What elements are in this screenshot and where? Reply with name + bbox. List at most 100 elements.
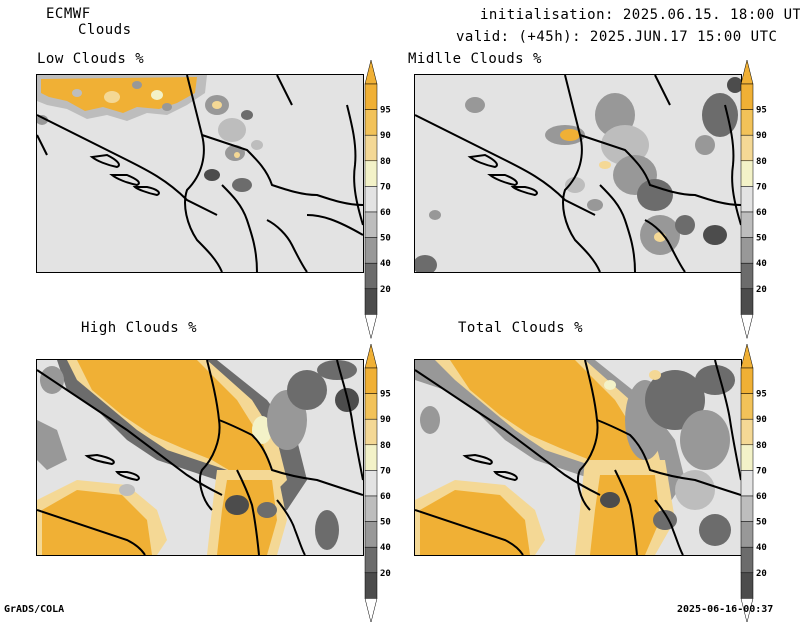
colorbar-total: 95 90 80 70 60 50 40 20 xyxy=(740,343,781,622)
colorbar-swatch xyxy=(740,470,754,497)
colorbar-label: 20 xyxy=(380,569,391,579)
borders-total xyxy=(415,360,741,555)
colorbar-arrow-top xyxy=(364,59,378,85)
colorbar-swatch xyxy=(364,418,378,446)
colorbar-label: 20 xyxy=(756,285,767,295)
colorbar-label: 40 xyxy=(756,543,767,553)
colorbar-swatch xyxy=(364,160,378,187)
colorbar-label: 60 xyxy=(380,492,391,502)
colorbar-label: 80 xyxy=(380,441,391,451)
borders-low xyxy=(37,75,363,272)
colorbar-label: 60 xyxy=(756,208,767,218)
colorbar-arrow-bottom xyxy=(364,598,378,622)
colorbar-label: 80 xyxy=(756,157,767,167)
colorbar-swatch xyxy=(364,83,378,110)
colorbar-label: 90 xyxy=(756,131,767,141)
colorbar-label: 20 xyxy=(756,569,767,579)
colorbar-swatch xyxy=(364,288,378,315)
model-name: ECMWF xyxy=(46,6,91,22)
colorbar-label: 50 xyxy=(380,234,391,244)
colorbar-swatch xyxy=(740,521,754,548)
colorbar-swatch xyxy=(740,495,754,522)
colorbar-arrow-bottom xyxy=(740,598,754,622)
panel-title-middle: Midlle Clouds % xyxy=(408,51,542,67)
colorbar-swatch xyxy=(364,367,378,394)
map-panel-low xyxy=(36,74,364,273)
colorbar-swatch xyxy=(364,470,378,497)
colorbar-label: 90 xyxy=(756,415,767,425)
colorbar-label: 50 xyxy=(756,234,767,244)
colorbar-label: 90 xyxy=(380,131,391,141)
colorbar-swatch xyxy=(740,186,754,213)
colorbar-label: 70 xyxy=(380,182,391,192)
colorbar-label: 50 xyxy=(380,518,391,528)
colorbar-swatch xyxy=(740,288,754,315)
map-panel-total xyxy=(414,359,742,556)
panel-title-low: Low Clouds % xyxy=(37,51,145,67)
colorbar-swatch xyxy=(364,495,378,522)
map-panel-high xyxy=(36,359,364,556)
colorbar-label: 50 xyxy=(756,518,767,528)
colorbar-label: 70 xyxy=(756,182,767,192)
colorbar-swatch xyxy=(740,211,754,238)
colorbar-label: 70 xyxy=(380,466,391,476)
footer-credit: GrADS/COLA xyxy=(4,604,65,615)
borders-middle xyxy=(415,75,741,272)
colorbar-swatch xyxy=(364,186,378,213)
colorbar-swatch xyxy=(740,160,754,187)
init-time: initialisation: 2025.06.15. 18:00 UTC xyxy=(480,7,800,23)
colorbar-swatch xyxy=(740,572,754,599)
colorbar-middle: 95 90 80 70 60 50 40 20 xyxy=(740,59,781,339)
colorbar-label: 80 xyxy=(380,157,391,167)
map-panel-middle xyxy=(414,74,742,273)
colorbar-swatch xyxy=(740,83,754,110)
colorbar-swatch xyxy=(364,546,378,574)
colorbar-label: 90 xyxy=(380,415,391,425)
colorbar-label: 40 xyxy=(380,543,391,553)
colorbar-label: 70 xyxy=(756,466,767,476)
colorbar-label: 60 xyxy=(380,208,391,218)
colorbar-arrow-bottom xyxy=(364,314,378,339)
colorbar-swatch xyxy=(364,237,378,264)
colorbar-swatch xyxy=(740,109,754,136)
panel-title-high: High Clouds % xyxy=(81,320,198,336)
colorbar-label: 40 xyxy=(756,259,767,269)
colorbar-arrow-top xyxy=(740,343,754,369)
colorbar-arrow-bottom xyxy=(740,314,754,339)
colorbar-swatch xyxy=(740,134,754,162)
colorbar-swatch xyxy=(364,444,378,471)
colorbar-label: 95 xyxy=(380,390,391,400)
colorbar-swatch xyxy=(364,134,378,162)
colorbar-swatch xyxy=(740,393,754,420)
colorbar-label: 60 xyxy=(756,492,767,502)
valid-time: valid: (+45h): 2025.JUN.17 15:00 UTC xyxy=(456,29,778,45)
colorbar-swatch xyxy=(364,211,378,238)
colorbar-label: 80 xyxy=(756,441,767,451)
colorbar-swatch xyxy=(740,237,754,264)
colorbar-low: 95 90 80 70 60 50 40 20 xyxy=(364,59,405,339)
colorbar-swatch xyxy=(364,393,378,420)
cloud-field-high xyxy=(37,360,359,555)
colorbar-swatch xyxy=(740,262,754,290)
colorbar-swatch xyxy=(740,444,754,471)
colorbar-swatch xyxy=(364,109,378,136)
colorbar-swatch xyxy=(364,572,378,599)
cloud-field-low xyxy=(37,75,263,192)
colorbar-swatch xyxy=(364,262,378,290)
borders-high xyxy=(37,360,363,555)
colorbar-label: 40 xyxy=(380,259,391,269)
colorbar-swatch xyxy=(740,367,754,394)
colorbar-arrow-top xyxy=(740,59,754,85)
colorbar-swatch xyxy=(740,546,754,574)
colorbar-arrow-top xyxy=(364,343,378,369)
footer-timestamp: 2025-06-16-00:37 xyxy=(677,604,774,615)
colorbar-label: 95 xyxy=(756,106,767,116)
colorbar-swatch xyxy=(740,418,754,446)
colorbar-label: 95 xyxy=(380,106,391,116)
colorbar-high: 95 90 80 70 60 50 40 20 xyxy=(364,343,405,622)
product-name: Clouds xyxy=(78,22,132,38)
colorbar-swatch xyxy=(364,521,378,548)
colorbar-label: 20 xyxy=(380,285,391,295)
panel-title-total: Total Clouds % xyxy=(458,320,584,336)
colorbar-label: 95 xyxy=(756,390,767,400)
